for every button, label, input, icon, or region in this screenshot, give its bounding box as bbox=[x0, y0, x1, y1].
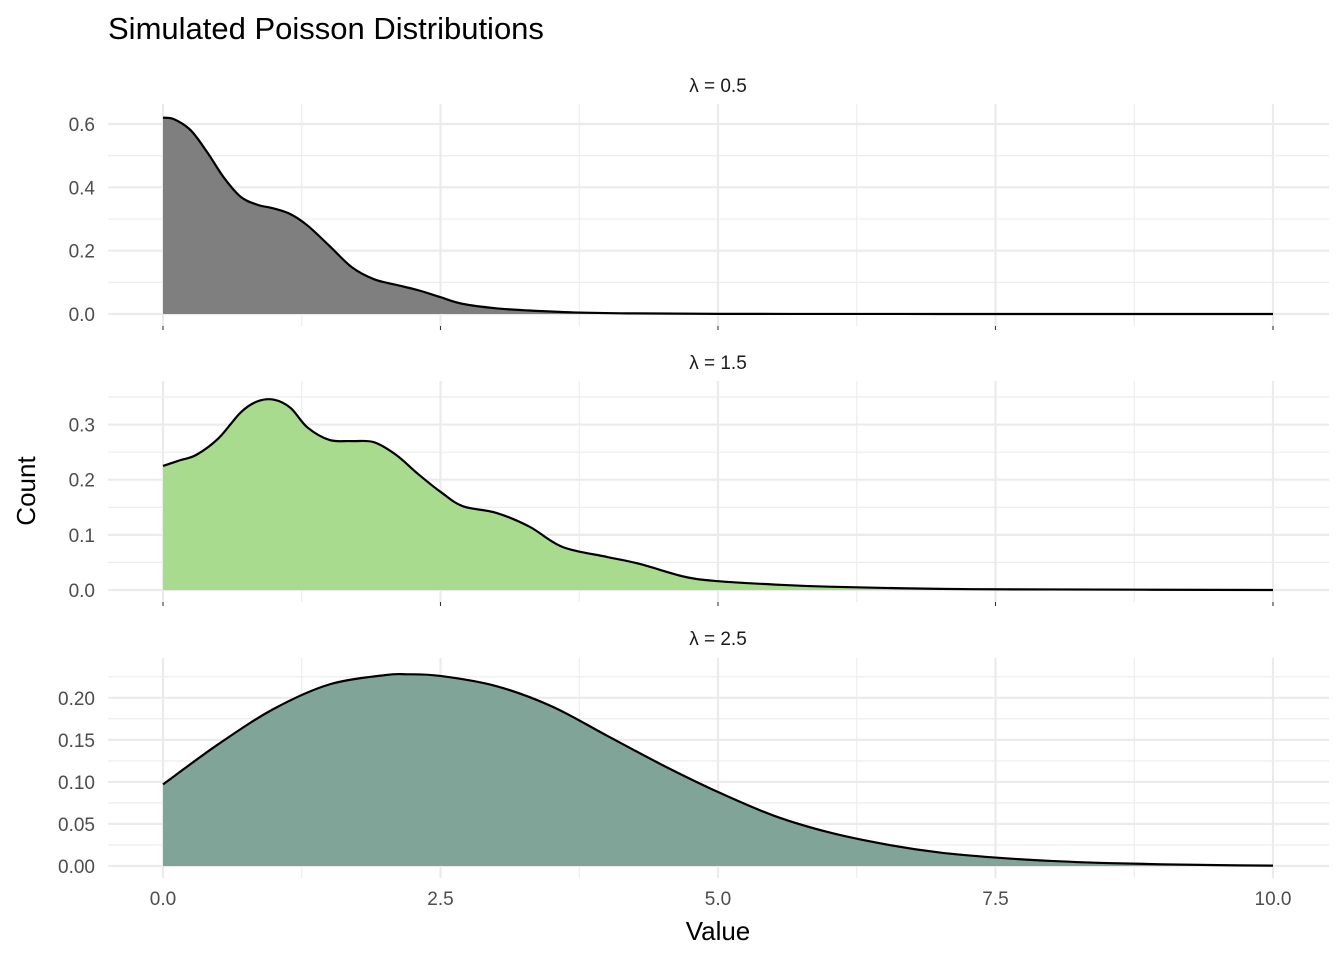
facet-panel-2: λ = 1.5 0.0 0.1 0.2 0.3 bbox=[69, 353, 1329, 606]
density-area bbox=[163, 399, 1273, 590]
y-tick-label: 0.3 bbox=[69, 416, 95, 437]
chart-title: Simulated Poisson Distributions bbox=[108, 11, 544, 46]
density-line bbox=[162, 398, 1274, 592]
density-area bbox=[163, 117, 1273, 315]
facet-panels: λ = 0.50.00.20.40.6λ = 1.50.00.10.20.3λ … bbox=[58, 76, 1329, 878]
density-line bbox=[162, 116, 1274, 316]
facet-strip-label: λ = 1.5 bbox=[689, 353, 747, 374]
density-area bbox=[163, 674, 1273, 866]
y-tick-label: 0.6 bbox=[69, 115, 95, 136]
y-tick-label: 0.15 bbox=[58, 731, 95, 752]
density-line bbox=[162, 672, 1274, 867]
facet-panel-1: λ = 0.5 0.0 0.2 0.4 0.6 bbox=[69, 76, 1329, 330]
x-axis-title: Value bbox=[686, 916, 751, 946]
x-tick-label: 2.5 bbox=[427, 889, 453, 910]
y-tick-label: 0.10 bbox=[58, 773, 95, 794]
facet-panel-3: λ = 2.5 0.00 0.05 0.10 0.15 0.20 bbox=[58, 629, 1329, 878]
y-tick-label: 0.2 bbox=[69, 242, 95, 263]
y-tick-label: 0.20 bbox=[58, 689, 95, 710]
facet-strip-label: λ = 2.5 bbox=[689, 629, 747, 650]
facet-strip-label: λ = 0.5 bbox=[689, 76, 747, 97]
x-tick-label: 7.5 bbox=[982, 889, 1008, 910]
y-axis-title: Count bbox=[11, 456, 41, 526]
y-tick-label: 0.00 bbox=[58, 857, 95, 878]
x-axis: 0.0 2.5 5.0 7.5 10.0 bbox=[150, 889, 1292, 910]
y-tick-label: 0.0 bbox=[69, 305, 95, 326]
x-tick-label: 0.0 bbox=[150, 889, 176, 910]
y-tick-label: 0.2 bbox=[69, 471, 95, 492]
y-tick-label: 0.0 bbox=[69, 581, 95, 602]
x-tick-label: 10.0 bbox=[1255, 889, 1292, 910]
y-tick-label: 0.1 bbox=[69, 526, 95, 547]
x-tick-label: 5.0 bbox=[705, 889, 731, 910]
y-tick-label: 0.05 bbox=[58, 815, 95, 836]
y-tick-label: 0.4 bbox=[69, 178, 96, 199]
